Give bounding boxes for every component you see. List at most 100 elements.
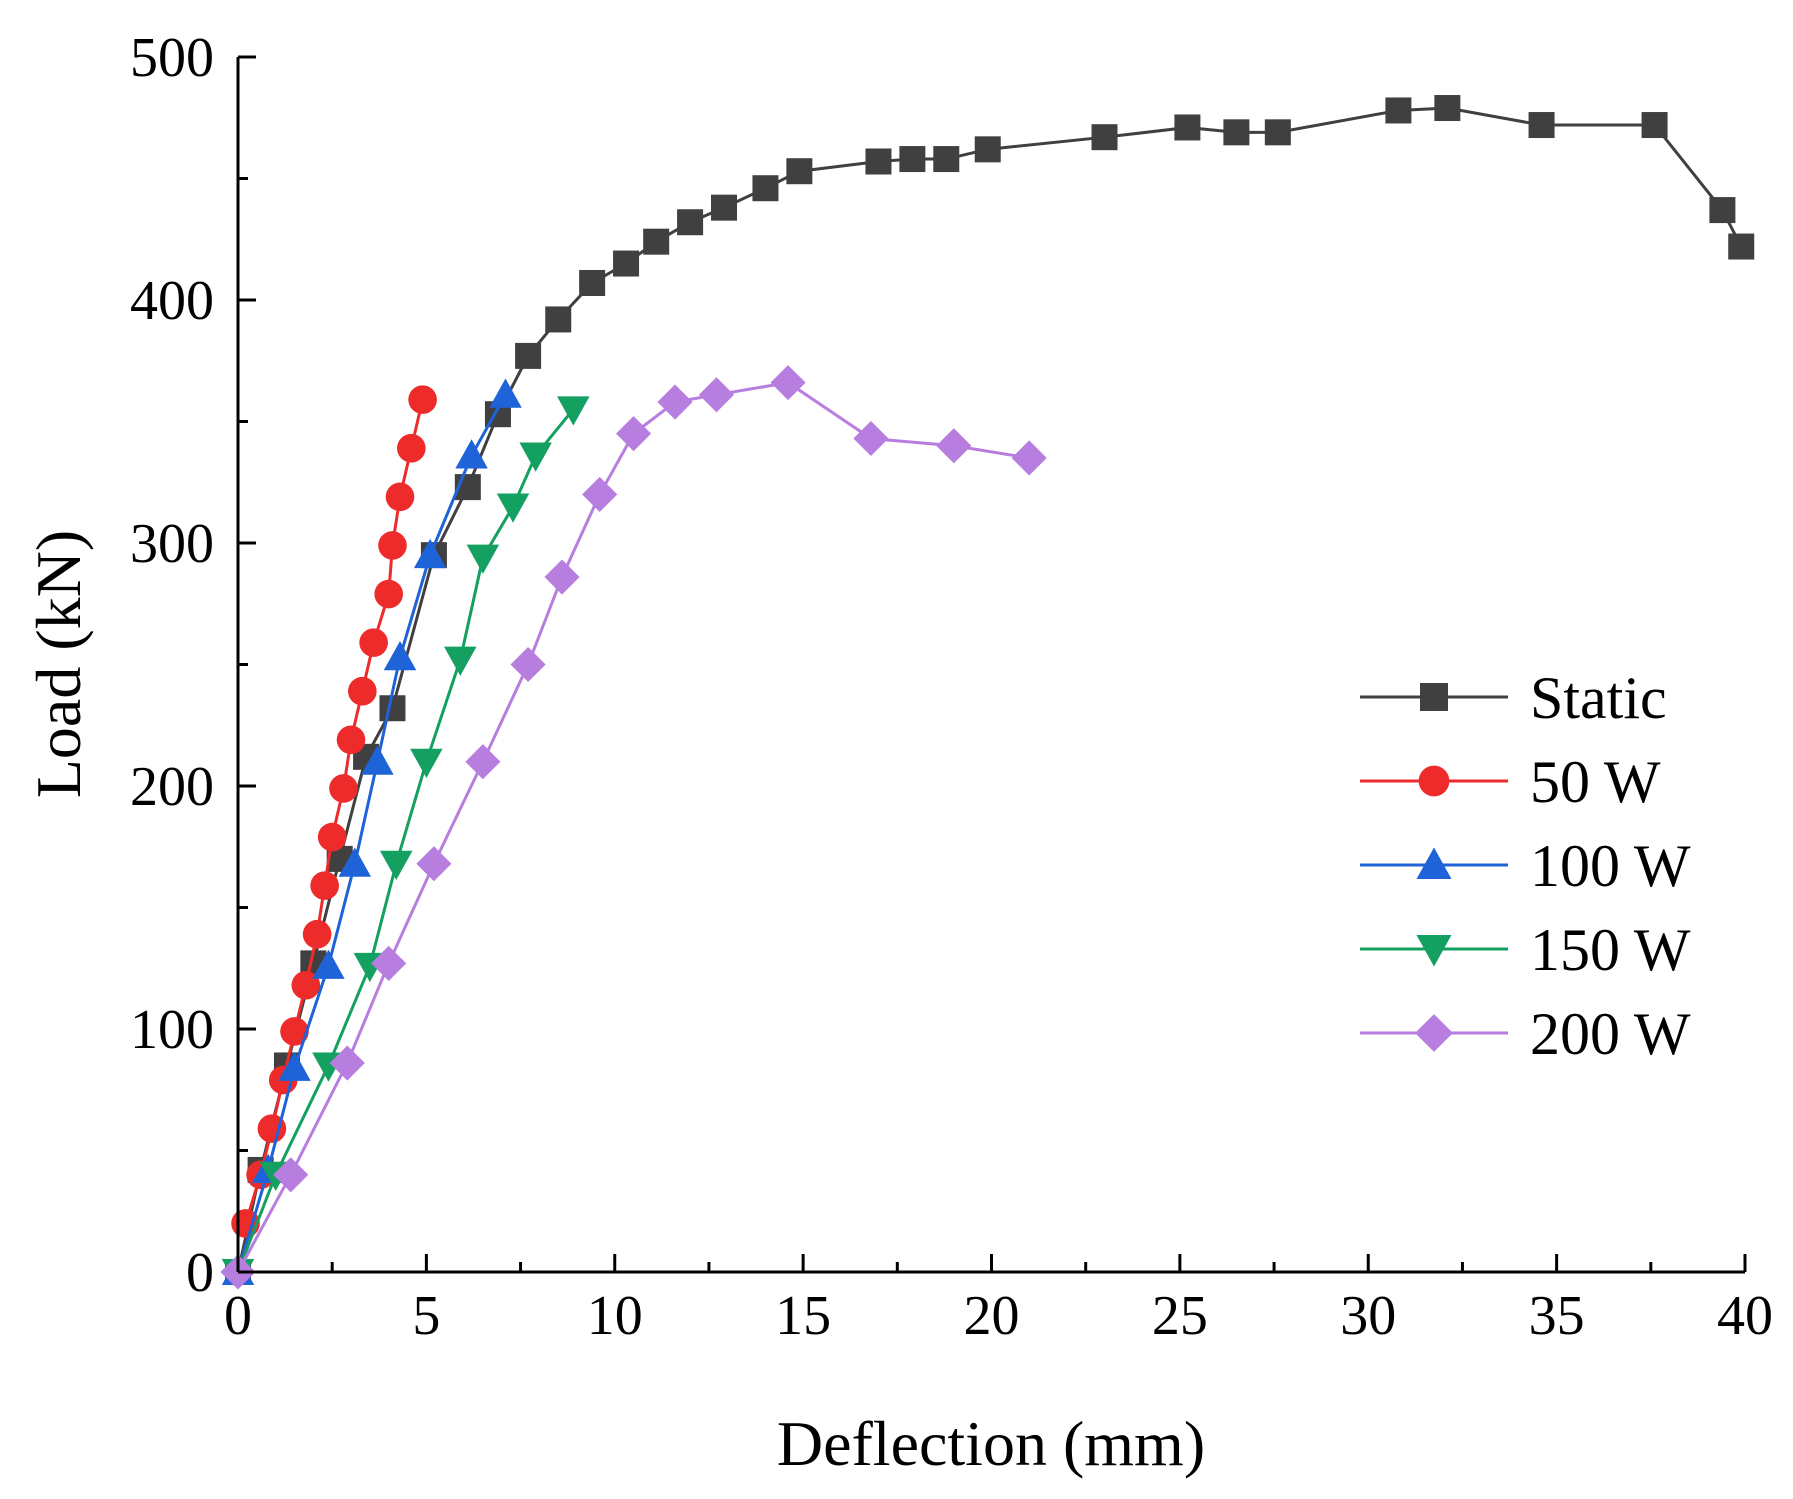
series-layer: [220, 95, 1755, 1290]
data-point: [899, 146, 926, 173]
data-point: [455, 439, 488, 469]
data-point: [853, 420, 889, 457]
y-axis-title: Load (kN): [23, 530, 94, 798]
data-point: [865, 148, 892, 175]
data-point: [466, 544, 500, 574]
legend-marker: [1416, 847, 1452, 879]
data-point: [515, 342, 542, 369]
data-point: [371, 945, 407, 981]
data-point: [496, 493, 530, 523]
x-tick-label: 40: [1717, 1285, 1773, 1347]
x-tick-label: 5: [412, 1285, 440, 1347]
data-point: [329, 774, 358, 803]
x-tick-label: 20: [964, 1285, 1020, 1347]
legend-entry: 200 W: [1360, 1001, 1691, 1067]
data-point: [657, 384, 693, 420]
series-line: [236, 408, 575, 1273]
x-axis-title: Deflection (mm): [777, 1408, 1205, 1479]
data-point: [1385, 97, 1412, 124]
x-tick-label: 10: [587, 1285, 643, 1347]
x-tick-label: 15: [775, 1285, 831, 1347]
data-point: [302, 919, 332, 949]
data-point: [312, 949, 345, 979]
data-point: [1091, 124, 1118, 151]
data-point: [410, 748, 443, 778]
data-point: [489, 378, 522, 408]
data-point: [329, 1045, 365, 1081]
data-point: [408, 385, 437, 414]
legend-label: 100 W: [1530, 833, 1691, 899]
legend-label: Static: [1530, 665, 1667, 731]
data-point: [383, 640, 417, 671]
legend-label: 200 W: [1530, 1001, 1691, 1067]
data-point: [338, 847, 372, 877]
data-point: [974, 136, 1001, 163]
legend-marker: [1418, 765, 1450, 797]
data-point: [936, 428, 972, 464]
data-point: [273, 1157, 309, 1193]
data-point: [336, 725, 366, 755]
series-150-w: [221, 396, 590, 1289]
data-point: [379, 695, 406, 722]
data-point: [413, 538, 447, 569]
y-tick-label: 200: [130, 756, 214, 818]
data-point: [711, 194, 738, 221]
legend: Static 50 W 100 W 150 W 200 W: [1360, 665, 1691, 1067]
data-point: [280, 1017, 309, 1046]
data-point: [643, 228, 670, 255]
series-static: [225, 95, 1755, 1285]
data-point: [397, 433, 426, 463]
legend-marker: [1415, 1014, 1453, 1052]
data-point: [374, 579, 404, 609]
data-point: [465, 744, 501, 780]
series-50-w: [231, 385, 437, 1238]
data-point: [359, 628, 388, 657]
data-point: [1264, 119, 1291, 146]
data-point: [770, 365, 806, 401]
data-point: [510, 646, 546, 683]
legend-entry: 50 W: [1360, 749, 1661, 815]
data-point: [1223, 119, 1250, 146]
data-point: [933, 146, 960, 173]
data-point: [613, 250, 640, 277]
data-point: [579, 269, 606, 296]
data-point: [519, 442, 552, 472]
x-tick-label: 0: [224, 1285, 252, 1347]
data-point: [545, 306, 572, 333]
x-tick-label: 30: [1340, 1285, 1396, 1347]
data-point: [317, 822, 347, 852]
y-tick-label: 100: [130, 999, 214, 1061]
data-point: [786, 158, 813, 185]
data-point: [616, 416, 652, 452]
data-point: [582, 476, 618, 512]
y-tick-label: 300: [130, 513, 214, 575]
data-point: [310, 871, 339, 900]
legend-entry: 150 W: [1360, 917, 1691, 983]
data-point: [348, 676, 377, 706]
data-point: [385, 482, 415, 512]
data-point: [544, 559, 580, 595]
series-200-w: [220, 365, 1047, 1290]
series-line: [236, 394, 507, 1273]
legend-label: 150 W: [1530, 917, 1691, 983]
plot-area: [220, 95, 1755, 1290]
series-line: [244, 399, 425, 1224]
data-point: [379, 850, 413, 881]
legend-entry: Static: [1360, 665, 1667, 731]
x-tick-label: 25: [1152, 1285, 1208, 1347]
data-point: [698, 377, 735, 413]
series-line: [236, 106, 1743, 1273]
data-point: [361, 745, 394, 775]
data-point: [1728, 233, 1755, 260]
data-point: [557, 396, 590, 426]
legend-marker: [1420, 683, 1448, 711]
data-point: [278, 1051, 311, 1081]
legend-marker: [1416, 935, 1452, 967]
data-point: [752, 175, 779, 202]
data-point: [1434, 95, 1461, 122]
legend-entry: 100 W: [1360, 833, 1691, 899]
series-line: [236, 381, 1030, 1273]
data-point: [1641, 112, 1668, 139]
